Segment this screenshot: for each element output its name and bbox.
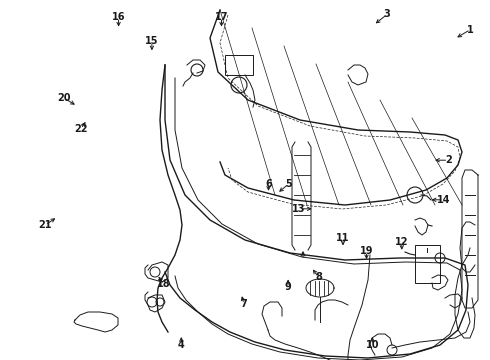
Text: 8: 8	[315, 272, 322, 282]
Text: 15: 15	[145, 36, 159, 46]
Text: 20: 20	[57, 93, 71, 103]
Text: 21: 21	[38, 220, 52, 230]
Text: 5: 5	[286, 179, 293, 189]
Text: 4: 4	[178, 340, 185, 350]
Text: 6: 6	[265, 179, 272, 189]
Text: 7: 7	[241, 299, 247, 309]
Text: 16: 16	[112, 12, 125, 22]
Text: 9: 9	[285, 282, 292, 292]
Text: 22: 22	[74, 124, 88, 134]
Text: 10: 10	[366, 340, 379, 350]
Bar	[225, 55, 253, 75]
Text: 2: 2	[445, 155, 452, 165]
Text: 11: 11	[336, 233, 350, 243]
Text: 18: 18	[157, 279, 171, 289]
Text: 13: 13	[292, 204, 306, 214]
Text: 3: 3	[384, 9, 391, 19]
Bar	[415, 245, 440, 283]
Text: 19: 19	[360, 246, 373, 256]
Text: 17: 17	[215, 12, 228, 22]
Text: 14: 14	[437, 195, 450, 205]
Text: 1: 1	[467, 24, 474, 35]
Text: 12: 12	[395, 237, 409, 247]
